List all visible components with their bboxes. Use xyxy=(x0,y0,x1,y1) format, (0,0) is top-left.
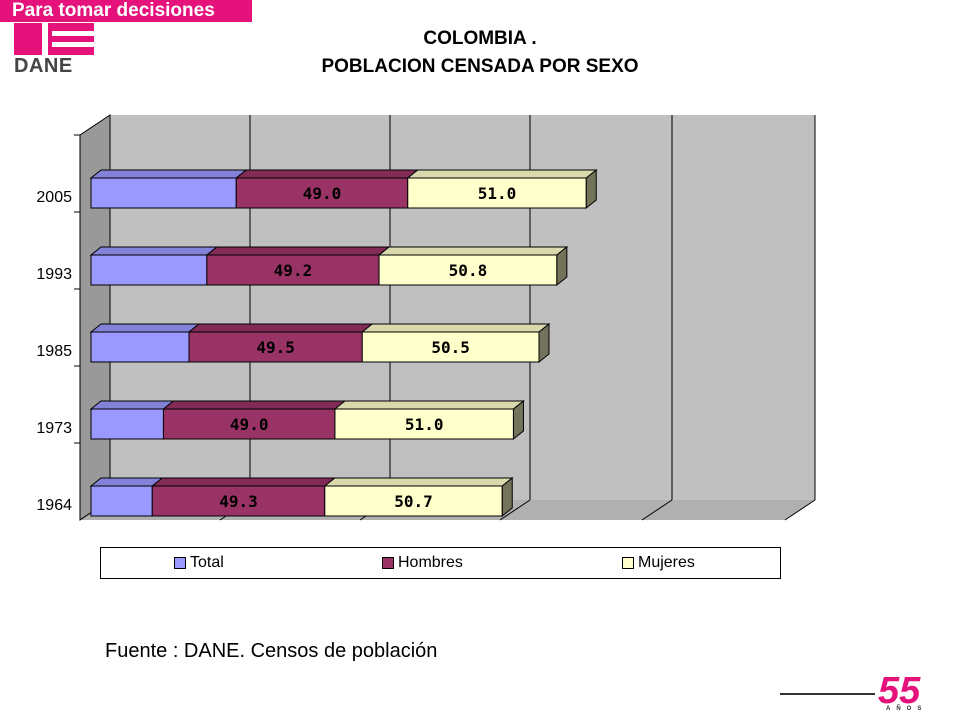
bar-mujeres-1973 xyxy=(334,408,514,440)
bar-side-2005 xyxy=(585,168,597,210)
gridline-floor-5 xyxy=(784,499,816,521)
bar-hombres-2005 xyxy=(235,177,409,209)
bar-top-hombres-1964 xyxy=(150,477,337,487)
bar-top-hombres-2005 xyxy=(234,169,420,179)
bar-total-1973 xyxy=(90,408,164,440)
data-label-hombres-1973: 49.0 xyxy=(230,415,269,434)
legend-label-total: Total xyxy=(190,554,224,571)
bar-total-2005 xyxy=(90,177,237,209)
bar-side-1964 xyxy=(501,476,513,518)
category-label-1964: 1964 xyxy=(36,497,72,514)
bar-total-1985 xyxy=(90,331,190,363)
bar-total-1964 xyxy=(90,485,153,517)
bar-top-total-1964 xyxy=(89,477,164,487)
bar-mujeres-2005 xyxy=(407,177,587,209)
data-label-hombres-2005: 49.0 xyxy=(303,184,342,203)
data-label-mujeres-2005: 51.0 xyxy=(478,184,517,203)
legend-swatch-mujeres xyxy=(622,557,634,569)
chart-title-line1: COLOMBIA . xyxy=(423,28,537,49)
bar-mujeres-1964 xyxy=(324,485,503,517)
bar-top-hombres-1973 xyxy=(162,400,347,410)
data-label-hombres-1964: 49.3 xyxy=(219,492,258,511)
category-label-2005: 2005 xyxy=(36,189,72,206)
bar-mujeres-1993 xyxy=(378,254,558,286)
bar-hombres-1964 xyxy=(151,485,326,517)
data-label-hombres-1993: 49.2 xyxy=(274,261,313,280)
bar-top-mujeres-1973 xyxy=(333,400,525,410)
legend-label-mujeres: Mujeres xyxy=(638,554,695,571)
source-note: Fuente : DANE. Censos de población xyxy=(105,640,438,662)
bar-top-hombres-1993 xyxy=(205,246,391,256)
anniversary-rule xyxy=(780,693,875,695)
legend-swatch-hombres xyxy=(382,557,394,569)
legend-swatch-total xyxy=(174,557,186,569)
category-label-1973: 1973 xyxy=(36,420,72,437)
bar-top-total-2005 xyxy=(89,169,248,179)
bar-top-mujeres-2005 xyxy=(406,169,598,179)
data-label-mujeres-1964: 50.7 xyxy=(394,492,433,511)
bar-hombres-1973 xyxy=(162,408,336,440)
gridline-floor-4 xyxy=(641,499,673,521)
anniversary-number: 55 xyxy=(878,670,921,712)
bar-side-1973 xyxy=(512,399,524,441)
bar-top-total-1973 xyxy=(89,400,175,410)
bar-hombres-1993 xyxy=(206,254,380,286)
data-label-mujeres-1993: 50.8 xyxy=(449,261,488,280)
dane-logo-icon xyxy=(14,23,94,55)
chart-legend: Total Hombres Mujeres xyxy=(100,547,781,579)
legend-item-mujeres: Mujeres xyxy=(622,554,695,572)
bar-top-mujeres-1964 xyxy=(323,477,514,487)
bar-hombres-1985 xyxy=(188,331,363,363)
bar-total-1993 xyxy=(90,254,208,286)
bar-top-total-1985 xyxy=(89,323,201,333)
category-label-1985: 1985 xyxy=(36,343,72,360)
logo-text: DANE xyxy=(14,55,73,77)
legend-item-total: Total xyxy=(174,554,224,572)
bar-side-1993 xyxy=(556,245,568,287)
data-label-mujeres-1985: 50.5 xyxy=(431,338,470,357)
bar-top-mujeres-1985 xyxy=(360,323,551,333)
data-label-mujeres-1973: 51.0 xyxy=(405,415,444,434)
gridline-floor-3 xyxy=(499,499,531,521)
legend-label-hombres: Hombres xyxy=(398,554,463,571)
bar-top-mujeres-1993 xyxy=(377,246,569,256)
legend-item-hombres: Hombres xyxy=(382,554,463,572)
bar-top-hombres-1985 xyxy=(187,323,374,333)
bar-top-total-1993 xyxy=(89,246,219,256)
tagline-banner: Para tomar decisiones xyxy=(0,0,252,22)
data-label-hombres-1985: 49.5 xyxy=(256,338,295,357)
category-label-1993: 1993 xyxy=(36,266,72,283)
anniversary-label: AÑOS xyxy=(886,706,928,712)
bar-side-1985 xyxy=(538,322,550,364)
chart-title-line2: POBLACION CENSADA POR SEXO xyxy=(321,56,639,77)
